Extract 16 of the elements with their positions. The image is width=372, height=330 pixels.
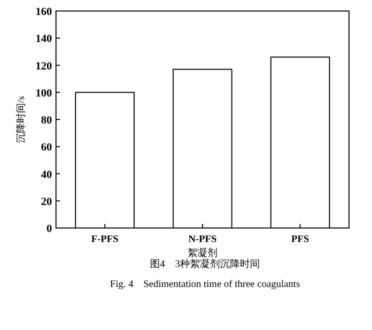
x-axis-title: 絮凝剂 xyxy=(188,247,218,259)
caption: 图4 3种絮凝剂沉降时间 xyxy=(150,258,260,270)
y-tick-label: 0 xyxy=(46,223,52,235)
y-axis-title: 沉降时间/s xyxy=(15,96,27,143)
y-tick-label: 140 xyxy=(36,33,52,46)
caption: Fig. 4 Sedimentation time of three coagulants xyxy=(110,279,300,290)
y-tick-label: 60 xyxy=(41,142,52,154)
y-tick-label: 120 xyxy=(36,60,52,72)
y-tick-label: 20 xyxy=(41,196,52,208)
y-tick-label: 100 xyxy=(36,87,52,100)
x-tick-label: F-PFS xyxy=(91,234,119,245)
y-tick-label: 40 xyxy=(41,168,52,181)
y-tick-label: 160 xyxy=(36,6,52,18)
y-tick-label: 80 xyxy=(41,114,52,126)
x-tick-label: N-PFS xyxy=(188,234,218,245)
x-tick-label: PFS xyxy=(291,234,310,245)
